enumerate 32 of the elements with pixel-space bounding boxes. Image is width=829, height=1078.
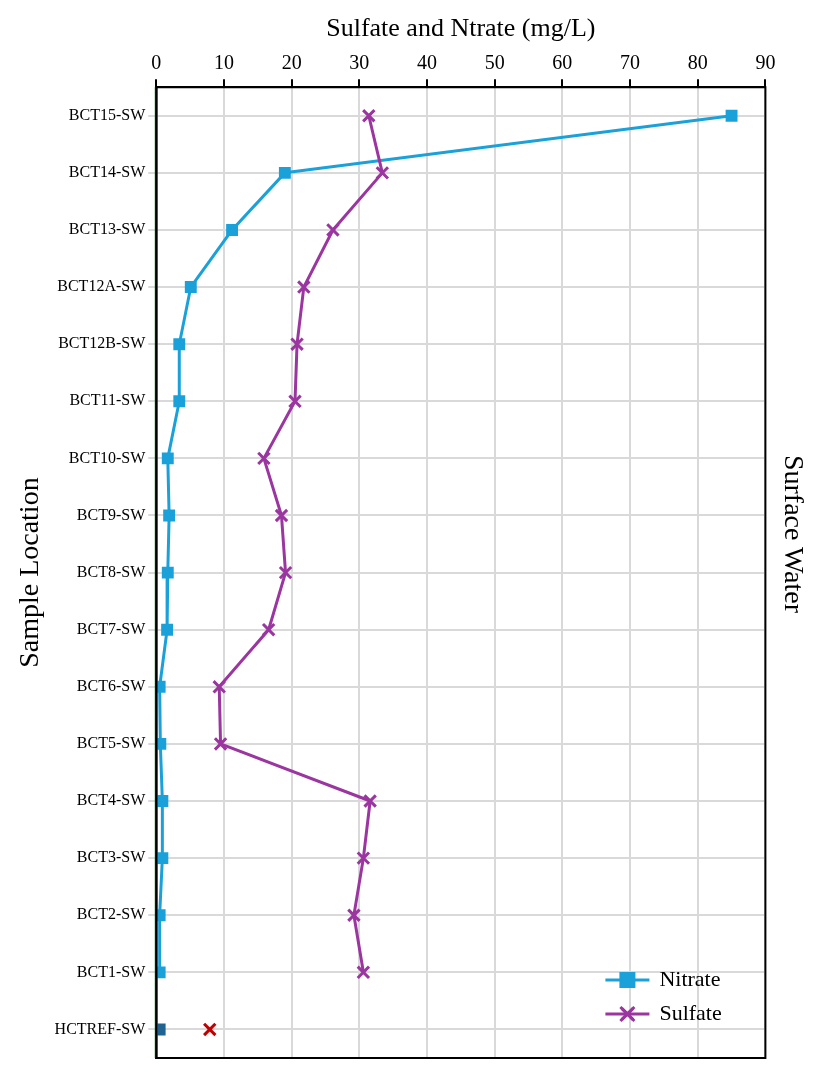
y-tick-label: BCT2-SW <box>76 905 147 923</box>
legend-label: Nitrate <box>659 965 721 991</box>
y-tick-label: BCT10-SW <box>68 448 147 466</box>
y-tick-label: BCT13-SW <box>68 220 147 238</box>
y-tick-label: BCT9-SW <box>76 505 147 523</box>
y-tick-label: HCTREF-SW <box>54 1019 147 1037</box>
y-tick-label: BCT6-SW <box>76 677 147 695</box>
y-tick-label: BCT8-SW <box>76 562 147 580</box>
x-tick-label: 0 <box>151 51 162 74</box>
x-tick-label: 40 <box>417 51 437 74</box>
x-tick-label: 30 <box>349 51 370 74</box>
legend-label: Sulfate <box>659 999 722 1025</box>
y-tick-label: BCT5-SW <box>76 734 147 752</box>
x-tick-label: 80 <box>687 51 708 74</box>
y-tick-label: BCT7-SW <box>76 619 147 637</box>
y-axis-title: Sample Location <box>13 477 45 668</box>
y-tick-label: BCT1-SW <box>76 962 147 980</box>
x-tick-label: 50 <box>484 51 505 74</box>
y-tick-label: BCT15-SW <box>68 105 147 123</box>
x-tick-label: 10 <box>213 51 234 74</box>
y-tick-label: BCT12B-SW <box>58 334 147 352</box>
x-tick-label: 60 <box>552 51 573 74</box>
y-tick-label: BCT4-SW <box>76 791 147 809</box>
y-tick-label: BCT11-SW <box>69 391 147 409</box>
x-tick-label: 90 <box>755 51 776 74</box>
x-tick-label: 70 <box>620 51 641 74</box>
y-tick-label: BCT14-SW <box>68 163 147 181</box>
y-tick-label: BCT12A-SW <box>57 277 147 295</box>
x-tick-label: 20 <box>281 51 302 74</box>
y-tick-label: BCT3-SW <box>76 848 147 866</box>
text: Surface Water <box>778 454 810 614</box>
x-axis-title: Sulfate and Ntrate (mg/L) <box>326 13 596 43</box>
